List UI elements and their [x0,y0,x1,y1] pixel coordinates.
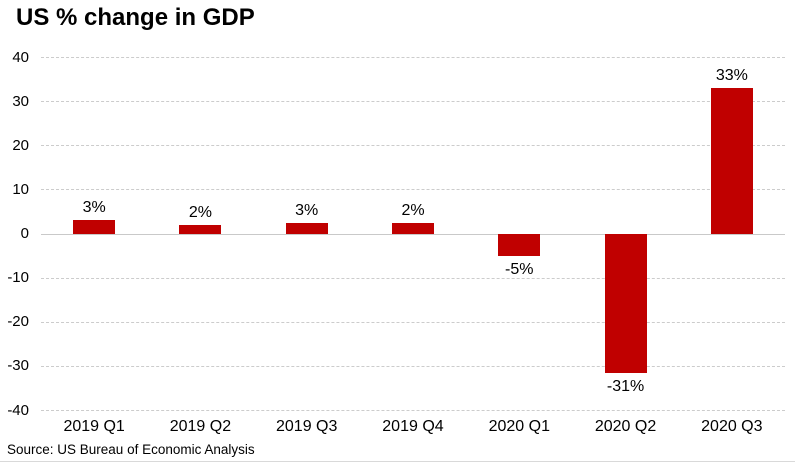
bar-value-label: 2% [401,202,425,220]
bar [392,223,434,234]
x-tick-label: 2019 Q1 [63,418,125,435]
x-tick-label: 2020 Q3 [701,418,763,435]
bar [73,220,116,234]
bar [179,225,222,234]
y-tick-label: -10 [7,269,29,287]
gridline [41,145,785,147]
bottom-border [0,461,795,462]
x-tick-label: 2019 Q3 [276,418,338,435]
bar-value-label: 33% [715,66,748,84]
bar-value-label: 2% [188,204,212,222]
y-tick-label: -20 [7,313,29,331]
y-tick-label: 10 [12,180,29,198]
x-tick-label: 2019 Q4 [382,418,444,435]
y-tick-label: -40 [7,401,29,419]
bar-value-label: 3% [295,201,319,219]
bar [285,222,328,234]
chart-title: US % change in GDP [16,4,255,31]
gridline [41,321,785,323]
source-note: Source: US Bureau of Economic Analysis [7,442,255,457]
gridline [41,277,785,279]
bar-value-label: 3% [82,199,106,217]
bar [710,87,753,234]
bar-value-label: -5% [505,261,534,279]
y-tick-label: -30 [7,357,29,375]
gridline [41,365,785,367]
gridline [41,57,785,58]
zero-line [41,233,785,235]
bar [498,234,541,257]
y-tick-label: 30 [12,92,29,110]
x-tick-label: 2020 Q1 [488,418,550,435]
gridline [41,101,785,103]
gridline [41,189,785,191]
y-tick-label: 20 [12,136,29,154]
x-tick-label: 2019 Q2 [169,418,232,435]
bar-value-label: -31% [606,377,645,395]
bar [604,234,647,373]
y-tick-label: 0 [20,225,29,242]
y-tick-label: 40 [12,48,29,66]
x-tick-label: 2020 Q2 [594,418,657,435]
gridline [41,410,785,411]
